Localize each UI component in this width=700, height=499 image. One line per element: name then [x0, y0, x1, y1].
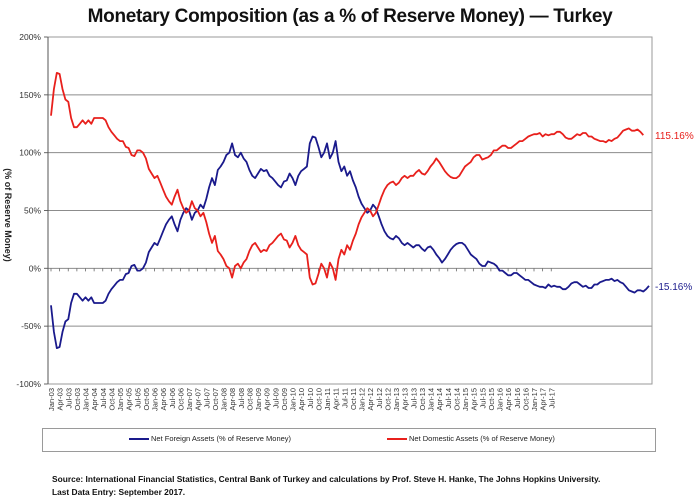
- x-tick-label: Apr-15: [470, 388, 479, 411]
- x-tick-label: Jul-17: [547, 388, 556, 408]
- source-note: Source: International Financial Statisti…: [52, 474, 601, 484]
- y-tick-label: -100%: [16, 379, 41, 389]
- x-tick-label: Jul-07: [202, 388, 211, 408]
- x-tick-label: Jul-10: [306, 388, 315, 408]
- legend: Net Foreign Assets (% of Reserve Money) …: [42, 428, 656, 452]
- x-tick-label: Jan-13: [392, 388, 401, 411]
- x-tick-label: Oct-12: [383, 388, 392, 411]
- x-tick-label: Jan-15: [461, 388, 470, 411]
- x-tick-label: Jan-16: [496, 388, 505, 411]
- x-tick-label: Jan-06: [151, 388, 160, 411]
- x-tick-label: Jan-12: [358, 388, 367, 411]
- x-tick-label: Jan-17: [530, 388, 539, 411]
- y-tick-label: 100%: [19, 148, 41, 158]
- end-label-net-domestic-assets: 115.16%: [655, 131, 694, 142]
- x-tick-label: Apr-17: [539, 388, 548, 411]
- x-tick-label: Oct-13: [418, 388, 427, 411]
- y-tick-label: 0%: [29, 263, 42, 273]
- x-tick-label: Oct-06: [176, 388, 185, 411]
- chart-title: Monetary Composition (as a % of Reserve …: [87, 6, 613, 27]
- x-tick-label: Oct-09: [280, 388, 289, 411]
- x-tick-label: Apr-09: [263, 388, 272, 411]
- x-tick-label: Apr-12: [366, 388, 375, 411]
- x-tick-label: Jul-16: [513, 388, 522, 408]
- y-tick-label: -50%: [21, 321, 41, 331]
- x-tick-label: Apr-05: [125, 388, 134, 411]
- x-tick-label: Jul-14: [444, 388, 453, 408]
- x-tick-label: Apr-10: [297, 388, 306, 411]
- x-tick-label: Jul-09: [271, 388, 280, 408]
- x-tick-label: Jan-09: [254, 388, 263, 411]
- x-tick-label: Jul-13: [409, 388, 418, 408]
- end-label-net-foreign-assets: -15.16%: [655, 282, 692, 293]
- legend-label-net-foreign-assets: Net Foreign Assets (% of Reserve Money): [151, 434, 292, 443]
- y-tick-label: 150%: [19, 90, 41, 100]
- legend-label-net-domestic-assets: Net Domestic Assets (% of Reserve Money): [409, 434, 555, 443]
- x-tick-label: Apr-07: [194, 388, 203, 411]
- x-tick-label: Jul-06: [168, 388, 177, 408]
- x-tick-label: Oct-04: [107, 388, 116, 411]
- series-layer: [50, 72, 650, 350]
- x-tick-label: Jan-04: [82, 388, 91, 411]
- x-tick-label: Jan-10: [289, 388, 298, 411]
- x-tick-label: Jan-05: [116, 388, 125, 411]
- x-tick-label: Apr-13: [401, 388, 410, 411]
- x-tick-label: Jan-14: [427, 388, 436, 411]
- x-tick-label: Jul-08: [237, 388, 246, 408]
- legend-item-net-foreign-assets: Net Foreign Assets (% of Reserve Money): [129, 434, 291, 443]
- x-tick-label: Apr-06: [159, 388, 168, 411]
- grid-layer: [48, 94, 652, 327]
- x-tick-label: Oct-03: [73, 388, 82, 411]
- y-tick-label: 50%: [24, 206, 41, 216]
- x-tick-label: Oct-15: [487, 388, 496, 411]
- x-tick-label: Jan-11: [323, 388, 332, 410]
- axis-layer: -100%-50%0%50%100%150%200%Jan-03 Apr-03 Ju…: [16, 32, 653, 411]
- x-tick-label: Jul-03: [64, 388, 73, 408]
- x-tick-label: Oct-10: [314, 388, 323, 411]
- x-tick-label: Oct-11: [349, 388, 358, 410]
- label-layer: -15.16% 115.16%: [655, 131, 694, 293]
- x-tick-label: Jul-15: [478, 388, 487, 408]
- y-tick-label: 200%: [19, 32, 41, 42]
- legend-swatch-net-foreign-assets: [129, 437, 149, 440]
- x-tick-label: Apr-04: [90, 388, 99, 411]
- x-tick-label: Apr-08: [228, 388, 237, 411]
- x-tick-label: Jul-05: [133, 388, 142, 408]
- x-tick-label: Apr-16: [504, 388, 513, 411]
- series-line-net-domestic-assets: [50, 72, 644, 286]
- x-tick-label: Jul-04: [99, 388, 108, 408]
- x-tick-label: Apr-03: [56, 388, 65, 411]
- x-tick-label: Oct-07: [211, 388, 220, 411]
- x-tick-label: Jan-07: [185, 388, 194, 411]
- x-tick-label: Jan-08: [220, 388, 229, 411]
- x-tick-label: Oct-14: [452, 388, 461, 411]
- x-tick-label: Jan-03: [47, 388, 56, 411]
- x-tick-label: Oct-08: [245, 388, 254, 411]
- x-tick-label: Oct-16: [521, 388, 530, 411]
- series-line-net-foreign-assets: [50, 135, 650, 350]
- x-tick-label: Apr-11: [332, 388, 341, 410]
- last-data-entry-note: Last Data Entry: September 2017.: [52, 487, 186, 497]
- x-tick-label: Jul-11: [340, 388, 349, 408]
- x-tick-label: Apr-14: [435, 388, 444, 411]
- x-tick-label: Jul-12: [375, 388, 384, 408]
- legend-swatch-net-domestic-assets: [387, 437, 407, 440]
- x-tick-label: Oct-05: [142, 388, 151, 411]
- legend-item-net-domestic-assets: Net Domestic Assets (% of Reserve Money): [387, 434, 555, 443]
